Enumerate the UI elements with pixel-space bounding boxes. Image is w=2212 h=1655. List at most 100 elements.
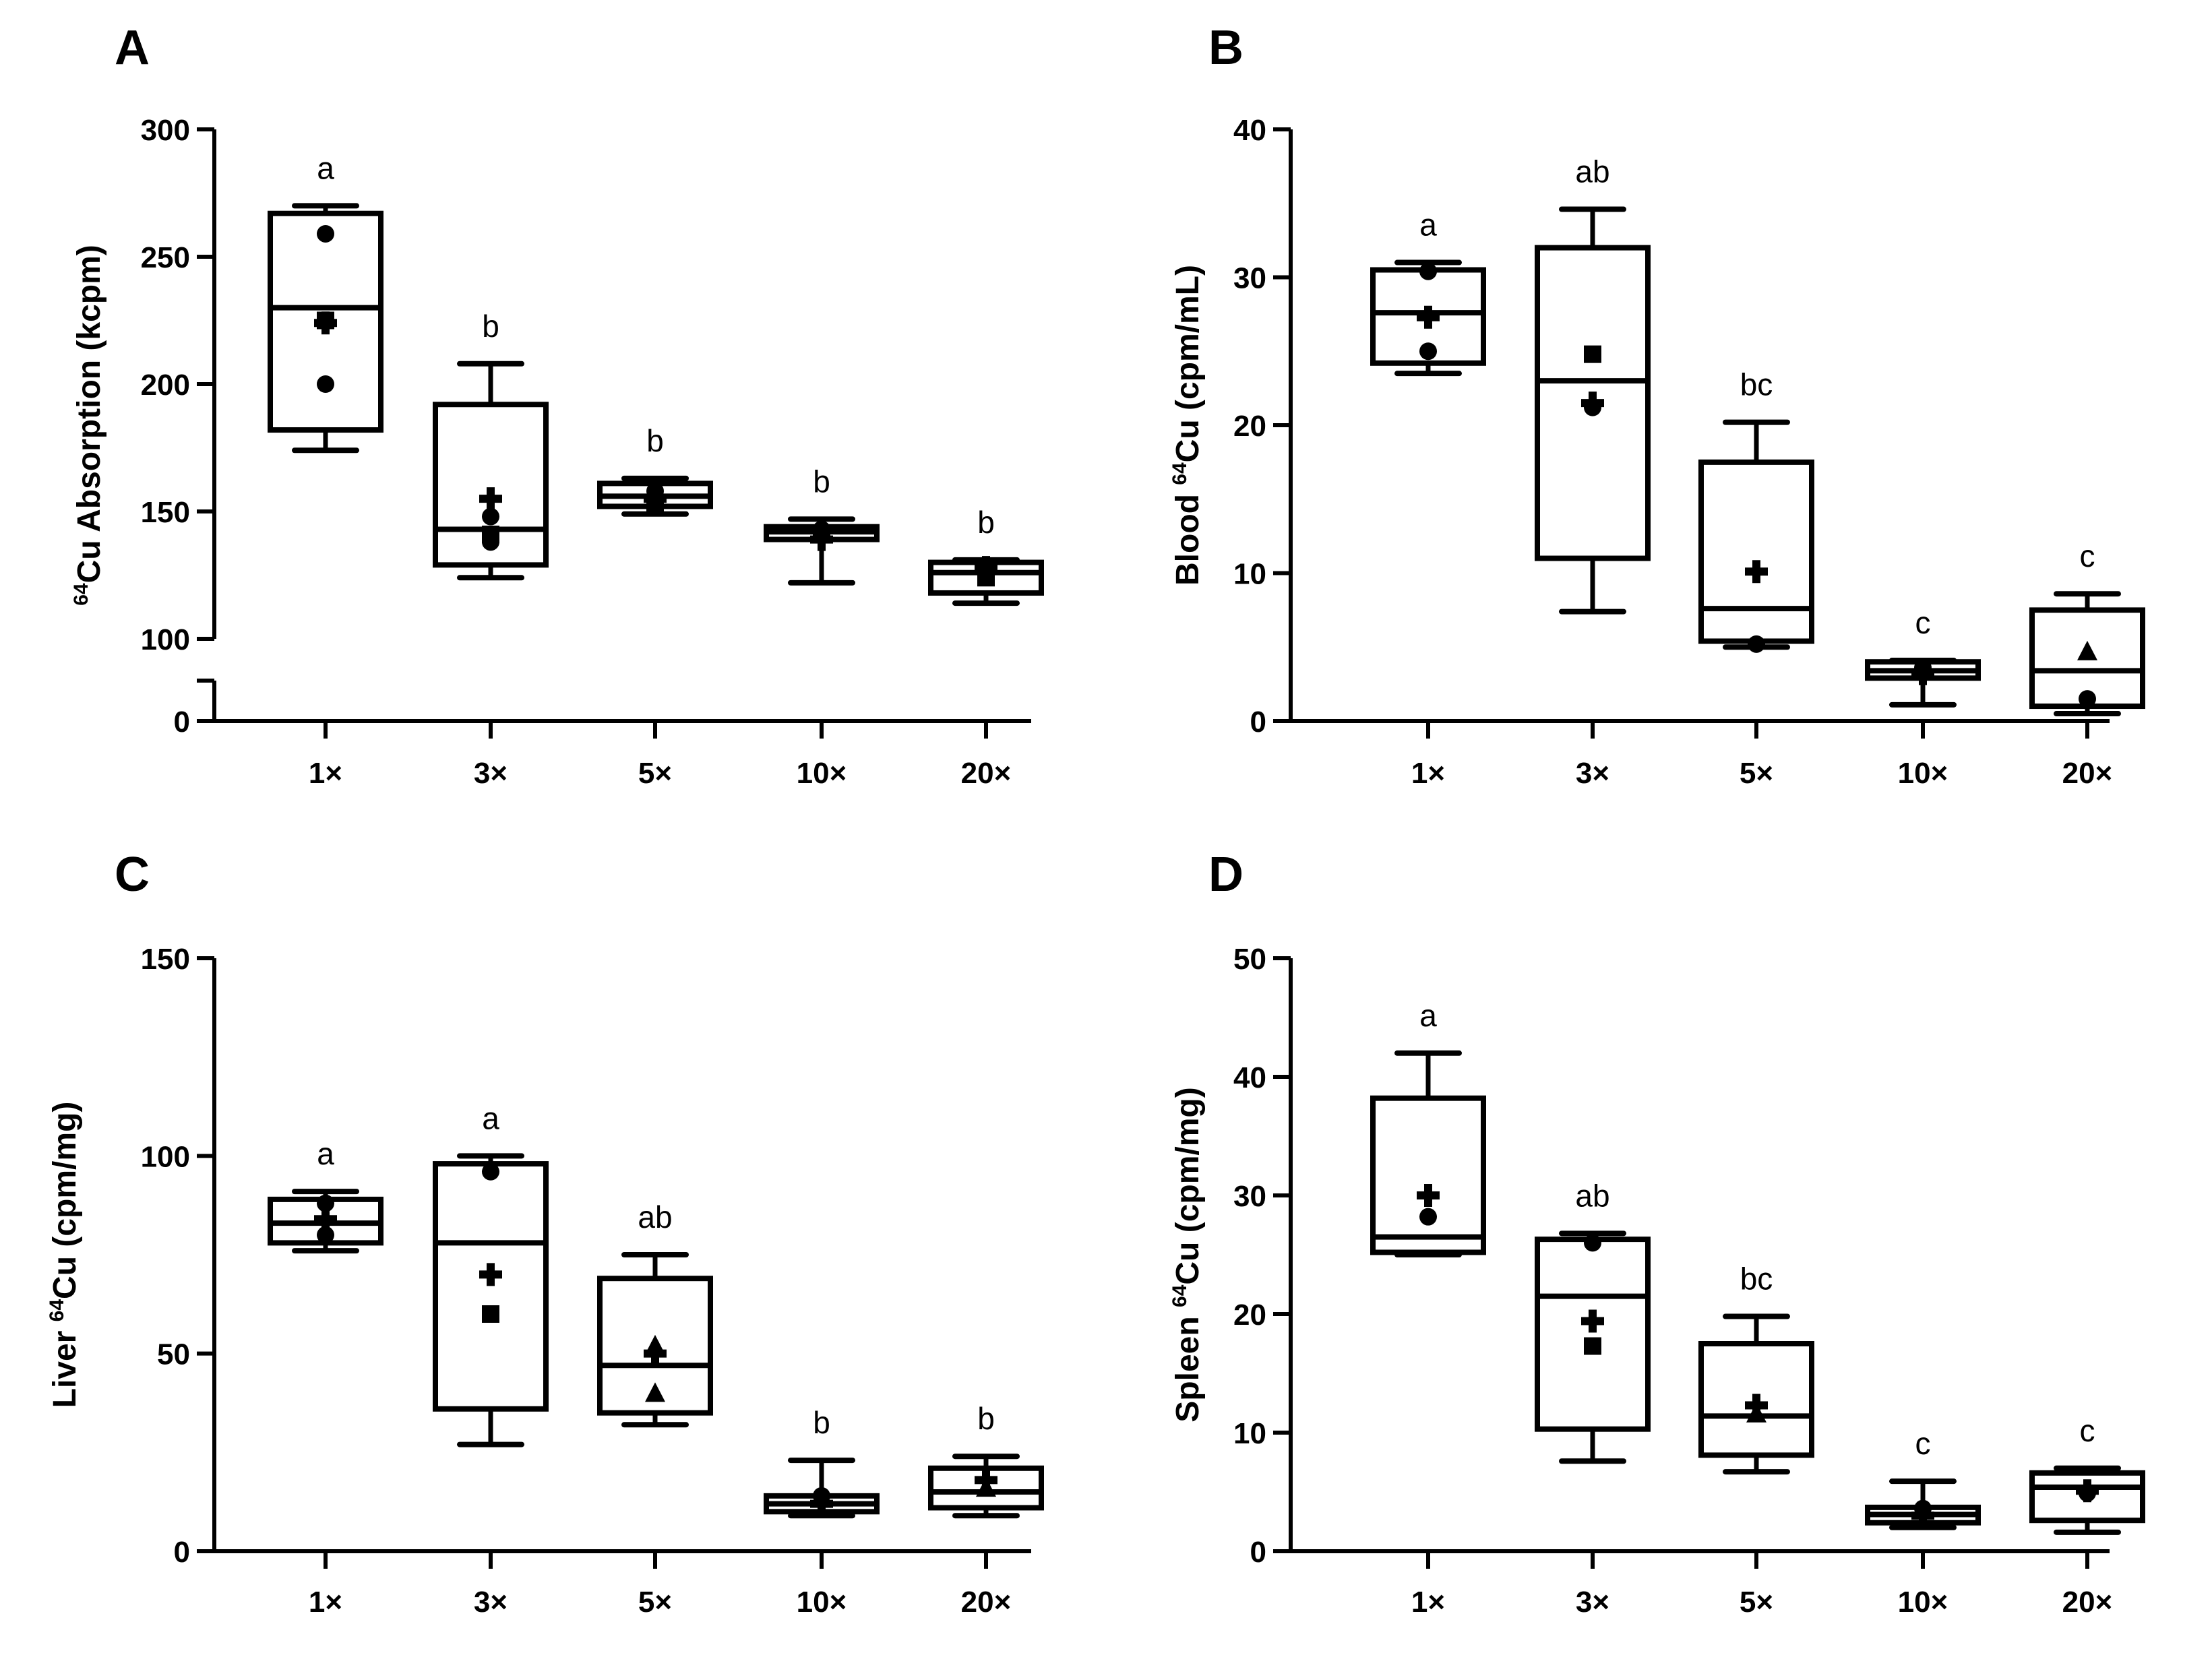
significance-letter: a [1419, 998, 1437, 1033]
box-group: ab [1535, 1178, 1651, 1464]
data-point [482, 507, 499, 526]
x-category-label: 20× [961, 1586, 1012, 1619]
y-tick-label: 10 [1233, 1417, 1266, 1450]
box-group: a [1370, 998, 1486, 1257]
significance-letter: c [1915, 1426, 1931, 1461]
x-category-label: 20× [961, 757, 1012, 790]
data-point [1911, 662, 1934, 685]
x-category-label: 3× [474, 1586, 508, 1619]
significance-letter: b [646, 423, 664, 458]
y-tick-label: 0 [1250, 1536, 1266, 1569]
panel-a: A 100 150 200 250 300 0 1× 3× 5× 10× 20× 64Cu Absorp… [70, 21, 1044, 790]
significance-letter: a [1419, 208, 1437, 243]
significance-letter: b [813, 464, 830, 499]
y-tick-label: 150 [141, 496, 190, 529]
data-point [1419, 342, 1437, 361]
box-group: a [268, 1136, 383, 1254]
y-tick-label: 100 [141, 1140, 190, 1173]
data-point [1746, 1402, 1766, 1423]
data-point [314, 311, 337, 335]
box-group: b [764, 1405, 880, 1519]
panel-letter: C [115, 848, 150, 902]
x-category-label: 1× [309, 757, 342, 790]
y-tick-label: 100 [141, 623, 190, 656]
significance-letter: b [813, 1405, 830, 1440]
significance-letter: ab [1575, 154, 1609, 189]
data-point [644, 1342, 667, 1365]
x-category-label: 20× [2062, 757, 2113, 790]
y-tick-label: 50 [157, 1338, 190, 1371]
box-group: b [597, 423, 713, 517]
y-axis-title-main: Cu (cpm/mL) [1170, 265, 1206, 462]
y-tick-label: 40 [1233, 114, 1266, 147]
data-point [482, 1305, 499, 1323]
data-point [1419, 1208, 1437, 1226]
data-point [1584, 398, 1601, 416]
axes: 0 50 100 150 1× 3× 5× 10× 20× [141, 943, 1031, 1619]
data-point [482, 1162, 499, 1181]
data-point [482, 533, 499, 551]
y-axis-title: Blood 64Cu (cpm/mL) [1169, 265, 1206, 586]
x-category-label: 3× [1576, 1586, 1609, 1619]
y-tick-label: 250 [141, 241, 190, 274]
data-point [1417, 1184, 1440, 1207]
box-group: bc [1698, 1261, 1814, 1475]
y-tick-label: 0 [174, 1536, 190, 1569]
y-tick-label: 300 [141, 114, 190, 147]
data-point [317, 375, 334, 393]
data-point [976, 1477, 996, 1497]
y-tick-label: 20 [1233, 410, 1266, 443]
iqr-box [1370, 1095, 1486, 1255]
panel-letter: B [1208, 21, 1243, 75]
y-tick-label: 30 [1233, 1180, 1266, 1213]
box-group: a [268, 150, 383, 454]
x-category-label: 20× [2062, 1586, 2113, 1619]
x-category-label: 3× [474, 757, 508, 790]
panel-letter: D [1208, 848, 1243, 902]
y-tick-label: 0 [1250, 706, 1266, 739]
data-point [1584, 345, 1601, 363]
iqr-box [1535, 1237, 1651, 1432]
iqr-box [1698, 459, 1814, 644]
axes: 0 10 20 30 40 1× 3× 5× 10× 20× [1233, 114, 2112, 790]
data-point [2079, 690, 2096, 708]
x-category-label: 1× [1411, 1586, 1445, 1619]
data-point [1584, 1337, 1601, 1355]
x-category-label: 1× [309, 1586, 342, 1619]
data-point [646, 495, 664, 513]
x-category-label: 3× [1576, 757, 1609, 790]
x-category-label: 10× [797, 757, 847, 790]
x-category-label: 10× [1898, 1586, 1948, 1619]
box-group: a [433, 1100, 549, 1447]
significance-letter: ab [1575, 1178, 1609, 1213]
panel-b: B 0 10 20 30 40 1× 3× 5× 10× 20× Blood 64Cu (cpm/mL… [1169, 21, 2145, 790]
y-axis-title-main: Cu (cpm/mg) [47, 1102, 83, 1299]
y-tick-label: 150 [141, 943, 190, 976]
data-point [317, 224, 334, 243]
y-axis-title-main: Cu Absorption (kcpm) [71, 245, 107, 583]
x-category-label: 5× [638, 1586, 672, 1619]
data-point [810, 1492, 833, 1516]
data-point [1745, 560, 1768, 584]
significance-letter: c [2080, 538, 2095, 573]
x-category-label: 10× [797, 1586, 847, 1619]
axes: 100 150 200 250 300 0 1× 3× 5× 10× 20× [141, 114, 1031, 790]
significance-letter: b [482, 309, 499, 344]
y-tick-label: 20 [1233, 1299, 1266, 1332]
y-tick-label: 40 [1233, 1061, 1266, 1094]
y-tick-label: 50 [1233, 943, 1266, 976]
y-axis-title: Liver 64Cu (cpm/mg) [46, 1102, 83, 1408]
data-point [645, 1382, 665, 1402]
box-group: ab [597, 1199, 713, 1428]
iqr-box [433, 1161, 549, 1412]
y-axis-title-prefix: Spleen [1170, 1307, 1206, 1423]
significance-letter: b [977, 505, 995, 540]
significance-letter: bc [1740, 367, 1773, 402]
y-axis-title-superscript: 64 [46, 1299, 68, 1322]
significance-letter: b [977, 1401, 995, 1436]
data-point [1417, 305, 1440, 329]
y-axis-title-main: Cu (cpm/mg) [1170, 1087, 1206, 1284]
y-axis-title-prefix: Blood [1170, 485, 1206, 586]
significance-letter: a [482, 1100, 499, 1135]
